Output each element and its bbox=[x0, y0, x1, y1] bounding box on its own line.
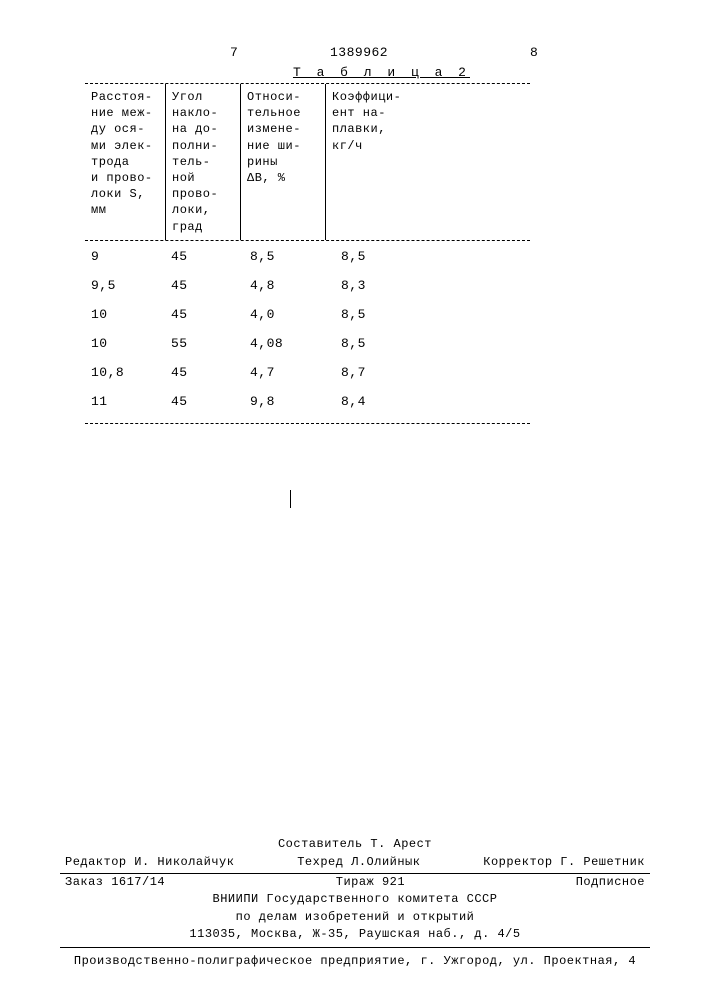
cell: 4,7 bbox=[240, 365, 325, 380]
page-num-left: 7 bbox=[230, 45, 238, 60]
footer-address: 113035, Москва, Ж-35, Раушская наб., д. … bbox=[60, 926, 650, 943]
cell: 4,8 bbox=[240, 278, 325, 293]
cell: 11 bbox=[85, 394, 165, 409]
footer-publication-row: Заказ 1617/14 Тираж 921 Подписное bbox=[60, 874, 650, 891]
cell: 10 bbox=[85, 307, 165, 322]
table-row: 10 55 4,08 8,5 bbox=[85, 336, 530, 351]
cell: 8,5 bbox=[325, 336, 415, 351]
table-title: Т а б л и ц а 2 bbox=[85, 65, 530, 80]
footer-printer: Производственно-полиграфическое предприя… bbox=[60, 951, 650, 970]
cell: 4,08 bbox=[240, 336, 325, 351]
data-table: Т а б л и ц а 2 Расстоя-ние меж-ду ося-м… bbox=[85, 65, 530, 424]
cell: 45 bbox=[165, 394, 240, 409]
footer-divider bbox=[60, 947, 650, 948]
footer-techred: Техред Л.Олийнык bbox=[297, 854, 420, 871]
footer-org1: ВНИИПИ Государственного комитета СССР bbox=[60, 891, 650, 908]
cell: 10 bbox=[85, 336, 165, 351]
document-number: 1389962 bbox=[330, 45, 388, 60]
cell: 8,5 bbox=[240, 249, 325, 264]
table-row: 11 45 9,8 8,4 bbox=[85, 394, 530, 409]
page-num-right: 8 bbox=[530, 45, 538, 60]
footer-credits-row: Редактор И. Николайчук Техред Л.Олийнык … bbox=[60, 854, 650, 874]
cell: 8,3 bbox=[325, 278, 415, 293]
cell: 9,8 bbox=[240, 394, 325, 409]
footer-corrector: Корректор Г. Решетник bbox=[483, 854, 645, 871]
column-header-coefficient: Коэффици-ент на-плавки,кг/ч bbox=[325, 84, 415, 240]
table-row: 10 45 4,0 8,5 bbox=[85, 307, 530, 322]
table-row: 10,8 45 4,7 8,7 bbox=[85, 365, 530, 380]
cell: 4,0 bbox=[240, 307, 325, 322]
cell: 8,4 bbox=[325, 394, 415, 409]
cell: 45 bbox=[165, 365, 240, 380]
cell: 8,5 bbox=[325, 249, 415, 264]
cell: 45 bbox=[165, 307, 240, 322]
footer-order: Заказ 1617/14 bbox=[65, 874, 165, 891]
cell: 9,5 bbox=[85, 278, 165, 293]
footer-subscription: Подписное bbox=[576, 874, 645, 891]
cell: 8,7 bbox=[325, 365, 415, 380]
footer-org2: по делам изобретений и открытий bbox=[60, 909, 650, 926]
column-header-width-change: Относи-тельноеизмене-ние ши-риныΔB, % bbox=[240, 84, 325, 240]
column-header-angle: Уголнакло-на до-полни-тель-нойпрово-локи… bbox=[165, 84, 240, 240]
footer-editor: Редактор И. Николайчук bbox=[65, 854, 234, 871]
table-row: 9,5 45 4,8 8,3 bbox=[85, 278, 530, 293]
header-divider bbox=[85, 240, 530, 241]
column-header-distance: Расстоя-ние меж-ду ося-ми элек-тродаи пр… bbox=[85, 84, 165, 240]
table-body: 9 45 8,5 8,5 9,5 45 4,8 8,3 10 45 4,0 8,… bbox=[85, 249, 530, 409]
table-header-row: Расстоя-ние меж-ду ося-ми элек-тродаи пр… bbox=[85, 83, 530, 240]
cell: 45 bbox=[165, 249, 240, 264]
cell: 9 bbox=[85, 249, 165, 264]
footer-compiler: Составитель Т. Арест bbox=[60, 836, 650, 853]
cell: 8,5 bbox=[325, 307, 415, 322]
table-row: 9 45 8,5 8,5 bbox=[85, 249, 530, 264]
cell: 45 bbox=[165, 278, 240, 293]
table-bottom-border bbox=[85, 423, 530, 424]
footer-circulation: Тираж 921 bbox=[336, 874, 405, 891]
vertical-mark bbox=[290, 490, 291, 508]
document-footer: Составитель Т. Арест Редактор И. Николай… bbox=[60, 836, 650, 970]
cell: 55 bbox=[165, 336, 240, 351]
cell: 10,8 bbox=[85, 365, 165, 380]
